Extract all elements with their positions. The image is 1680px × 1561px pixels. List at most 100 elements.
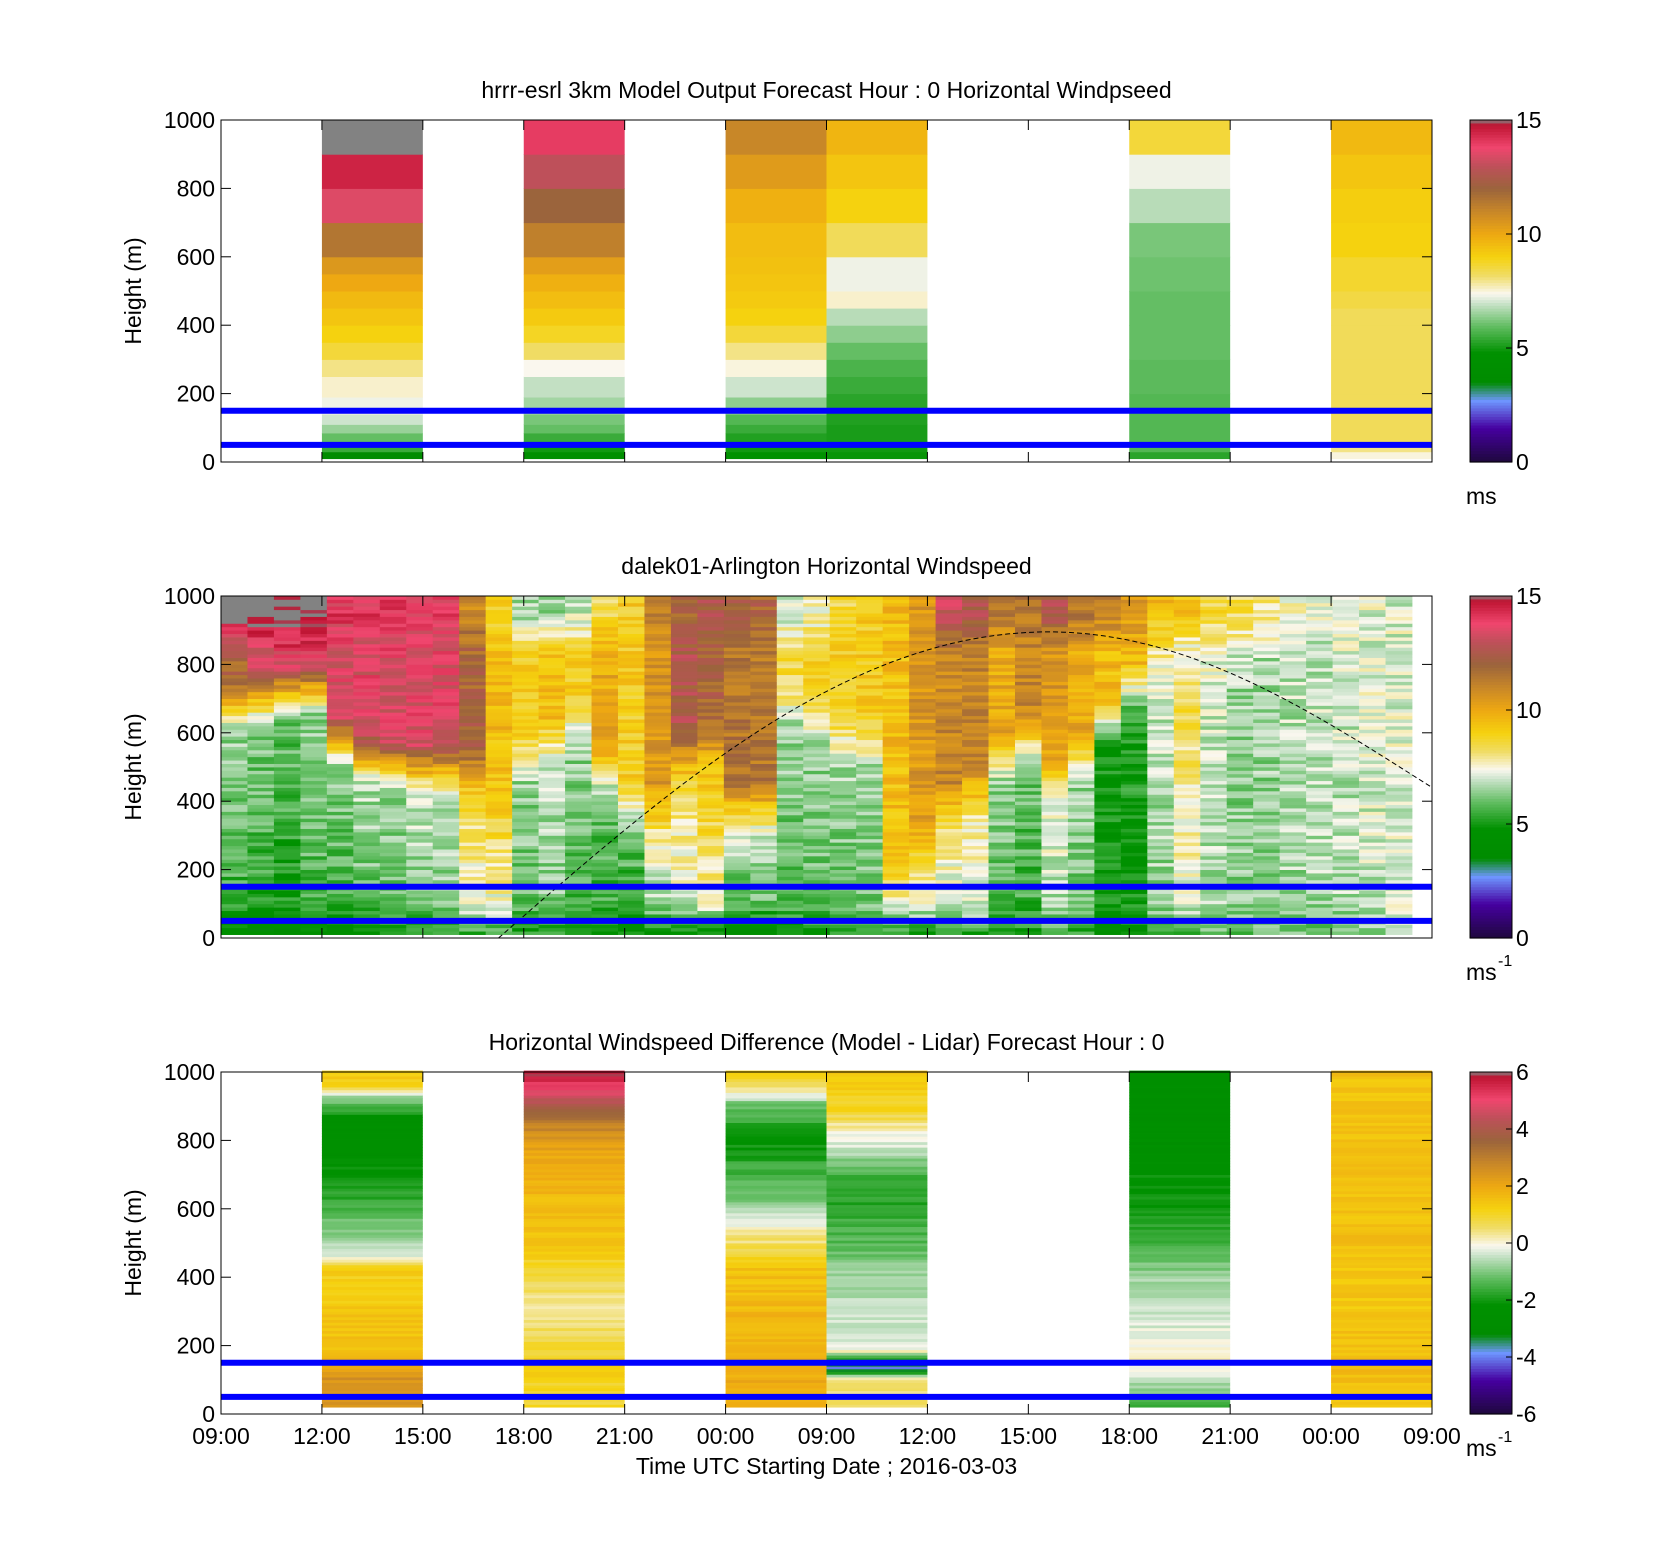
heatmap-cell — [565, 722, 592, 727]
heatmap-cell — [565, 914, 592, 918]
heatmap-cell — [1332, 780, 1360, 785]
heatmap-cell — [538, 866, 566, 870]
heatmap-cell — [909, 893, 936, 898]
heatmap-cell — [1041, 845, 1069, 850]
heatmap-cell — [644, 890, 672, 894]
heatmap-cell — [1147, 753, 1175, 758]
heatmap-cell — [644, 838, 672, 843]
heatmap-cell — [1173, 777, 1201, 782]
heatmap-cell — [618, 873, 645, 877]
heatmap-cell — [379, 842, 407, 847]
heatmap-cell — [1253, 725, 1281, 730]
heatmap-cell — [485, 705, 513, 710]
heatmap-cell — [1359, 684, 1386, 689]
heatmap-cell — [432, 691, 460, 696]
heatmap-cell — [1253, 879, 1281, 884]
heatmap-cell — [538, 814, 566, 819]
heatmap-cell — [432, 914, 460, 918]
colorbar-segment — [1470, 316, 1512, 321]
heatmap-cell — [1041, 777, 1069, 782]
heatmap-cell — [512, 613, 539, 617]
heatmap-cell — [856, 606, 884, 611]
heatmap-cell — [406, 859, 434, 864]
heatmap-cell — [856, 808, 884, 812]
heatmap-cell — [1173, 890, 1201, 894]
heatmap-cell — [512, 623, 539, 628]
heatmap-cell — [1279, 684, 1307, 689]
heatmap-cell — [776, 790, 804, 795]
heatmap-cell — [300, 866, 328, 870]
heatmap-cell — [247, 770, 275, 775]
heatmap-cell — [1226, 790, 1254, 795]
heatmap-cell — [247, 797, 275, 802]
heatmap-cell — [432, 849, 460, 853]
heatmap-cell — [618, 760, 645, 764]
heatmap-cell — [273, 691, 301, 696]
heatmap-cell — [353, 893, 381, 898]
heatmap-cell — [1359, 890, 1386, 894]
heatmap-cell — [1359, 849, 1386, 853]
heatmap-cell — [353, 914, 381, 918]
heatmap-cell — [353, 674, 381, 679]
heatmap-cell — [803, 804, 831, 809]
heatmap-cell — [909, 790, 936, 795]
heatmap-cell — [512, 602, 539, 607]
heatmap-cell — [221, 907, 248, 912]
heatmap-cell — [1120, 722, 1148, 727]
heatmap-cell — [1200, 842, 1228, 847]
heatmap-cell — [1306, 626, 1333, 631]
heatmap-cell — [326, 825, 354, 829]
heatmap-cell — [321, 1174, 423, 1178]
heatmap-cell — [326, 842, 354, 847]
colorbar-segment — [1470, 120, 1512, 124]
heatmap-cell — [697, 903, 725, 908]
heatmap-cell — [1332, 852, 1360, 857]
heatmap-cell — [1331, 188, 1432, 224]
heatmap-cell — [776, 660, 804, 665]
heatmap-cell — [1015, 814, 1042, 819]
heatmap-cell — [829, 842, 857, 847]
heatmap-cell — [1279, 835, 1307, 840]
heatmap-cell — [856, 602, 884, 607]
heatmap-cell — [750, 896, 778, 901]
colorbar-segment — [1470, 265, 1512, 269]
heatmap-cell — [697, 873, 725, 877]
heatmap-cell — [1200, 732, 1228, 737]
heatmap-cell — [618, 616, 645, 621]
heatmap-cell — [909, 903, 936, 908]
heatmap-cell — [1332, 784, 1360, 788]
heatmap-cell — [300, 896, 328, 901]
heatmap-cell — [1332, 684, 1360, 689]
heatmap-cell — [1015, 784, 1042, 788]
heatmap-cell — [406, 790, 434, 795]
heatmap-cell — [935, 879, 963, 884]
colorbar-segment — [1470, 812, 1512, 817]
heatmap-cell — [750, 616, 778, 621]
heatmap-cell — [512, 808, 539, 812]
heatmap-cell — [247, 719, 275, 723]
heatmap-cell — [935, 643, 963, 648]
heatmap-cell — [1173, 859, 1201, 864]
heatmap-cell — [221, 866, 248, 870]
heatmap-cell — [1331, 291, 1432, 309]
heatmap-cell — [1385, 859, 1413, 864]
heatmap-cell — [326, 879, 354, 884]
heatmap-cell — [512, 770, 539, 775]
heatmap-cell — [485, 869, 513, 874]
heatmap-cell — [221, 855, 248, 860]
heatmap-cell — [1015, 667, 1042, 672]
heatmap-cell — [300, 914, 328, 918]
heatmap-cell — [935, 664, 963, 669]
heatmap-cell — [909, 763, 936, 768]
heatmap-cell — [882, 660, 910, 665]
colorbar-segment — [1470, 424, 1512, 429]
heatmap-cell — [300, 729, 328, 734]
heatmap-cell — [962, 647, 989, 652]
heatmap-cell — [538, 777, 566, 782]
heatmap-cell — [565, 633, 592, 638]
heatmap-cell — [1306, 777, 1333, 782]
heatmap-cell — [1226, 599, 1254, 604]
heatmap-cell — [670, 862, 698, 867]
heatmap-cell — [321, 1297, 423, 1301]
heatmap-cell — [1147, 606, 1175, 611]
